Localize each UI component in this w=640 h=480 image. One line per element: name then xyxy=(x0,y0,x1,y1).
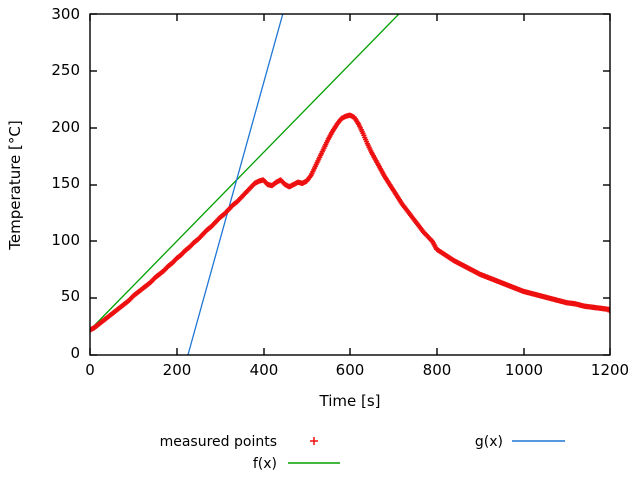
y-tick-label: 100 xyxy=(51,231,80,249)
legend-label-gx: g(x) xyxy=(475,434,503,450)
y-tick-label: 150 xyxy=(51,174,80,192)
y-axis-title: Temperature [°C] xyxy=(6,120,24,250)
legend-label-fx: f(x) xyxy=(253,456,277,472)
legend-label-measured-points: measured points xyxy=(160,434,277,450)
series-points-measured xyxy=(90,112,610,333)
x-tick-labels: 0 200 400 600 800 1000 1200 xyxy=(85,361,629,379)
x-tick-label: 800 xyxy=(423,361,452,379)
y-tick-label: 250 xyxy=(51,61,80,79)
x-tick-label: 0 xyxy=(85,361,95,379)
x-tick-label: 1000 xyxy=(505,361,543,379)
x-tick-label: 1200 xyxy=(591,361,629,379)
legend-marker-plus-icon xyxy=(310,437,318,445)
x-tick-label: 200 xyxy=(163,361,192,379)
y-tick-label: 50 xyxy=(61,287,80,305)
series-line-fx xyxy=(90,14,400,331)
y-tick-label: 300 xyxy=(51,5,80,23)
y-tick-label: 0 xyxy=(70,344,80,362)
chart-legend: measured points g(x) f(x) xyxy=(160,434,565,472)
x-axis-title: Time [s] xyxy=(319,392,381,410)
y-tick-label: 200 xyxy=(51,118,80,136)
y-tick-labels: 300 250 200 150 100 50 0 xyxy=(51,5,80,362)
x-tick-label: 600 xyxy=(336,361,365,379)
series-line-gx xyxy=(187,14,284,355)
x-tick-label: 400 xyxy=(250,361,279,379)
plot-frame xyxy=(89,13,611,356)
